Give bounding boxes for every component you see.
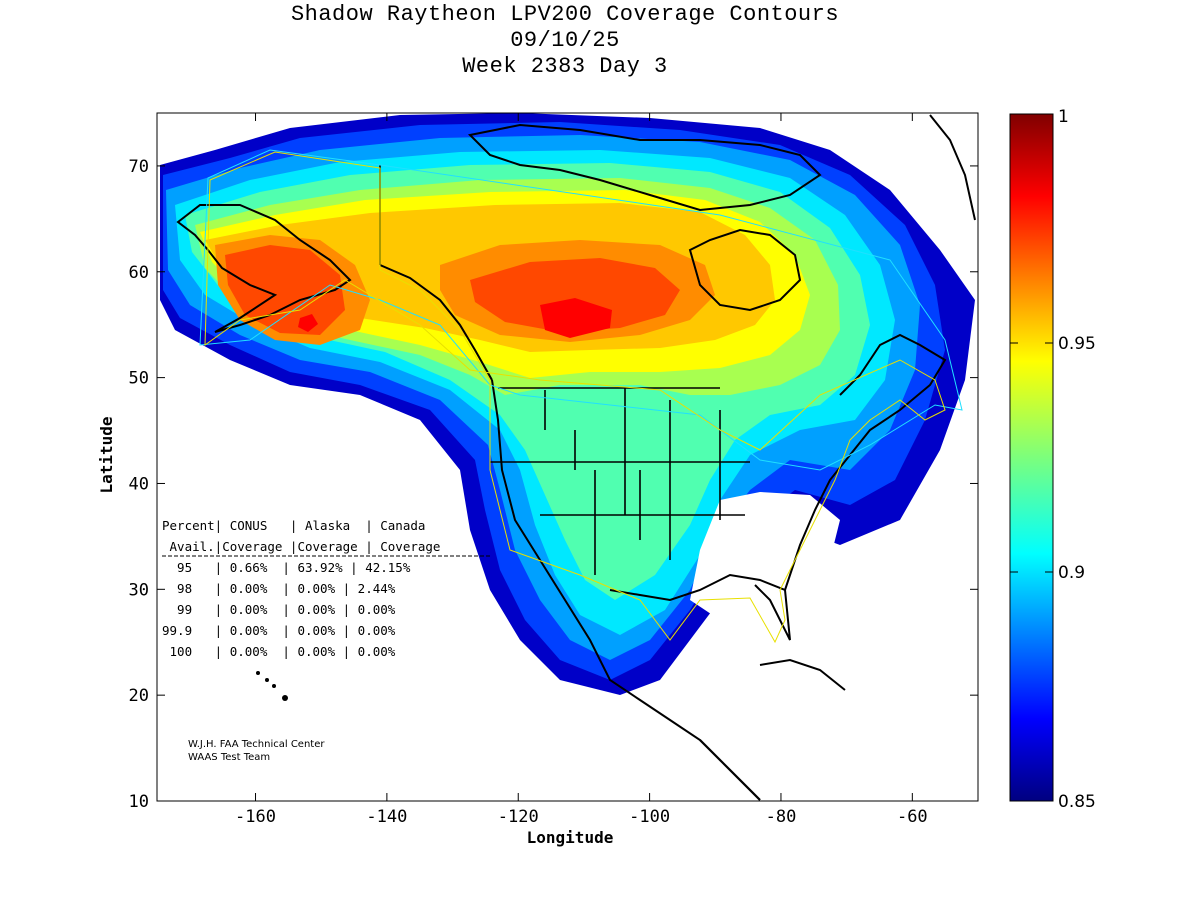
x-tick-label: -80 [766,807,797,827]
colorbar-tick-label: 0.9 [1058,563,1085,583]
alaska-panhandle [379,264,493,381]
y-tick-label: 70 [129,157,149,177]
cuba [759,658,846,691]
greenland-edge [929,114,976,221]
table-header-1: Percent| CONUS | Alaska | Canada [162,518,425,533]
atlantic-coast [784,333,947,591]
y-tick-label: 50 [129,369,149,389]
service-volume-cyan [199,149,963,471]
x-tick-label: -100 [629,807,670,827]
y-tick-label: 20 [129,686,149,706]
colorbar-ticks: 1 0.95 0.9 0.85 [1010,107,1096,812]
x-tick-label: -140 [366,807,407,827]
gulf-coast [609,573,791,641]
service-volumes [199,149,963,644]
colorbar [1009,113,1054,802]
y-tick-label: 40 [129,474,149,494]
hudson-bay [688,228,802,312]
colorbar-tick-label: 1 [1058,107,1069,127]
table-row: 95 | 0.66% | 63.92% | 42.15% [162,560,411,575]
coastlines [176,114,976,801]
credit-line-1: W.J.H. FAA Technical Center [188,739,325,750]
table-row: 98 | 0.00% | 0.00% | 2.44% [162,581,396,596]
plot-frame [156,112,979,802]
state-borders [379,165,750,575]
hawaii-islands [256,671,288,701]
x-tick-label: -160 [235,807,276,827]
coverage-table: Percent| CONUS | Alaska | Canada Avail.|… [162,518,490,659]
y-axis-ticks: 70 60 50 40 30 20 10 [129,157,978,812]
contour-0-98 [298,298,612,338]
central-america [699,739,761,801]
table-row: 99 | 0.00% | 0.00% | 0.00% [162,602,396,617]
colorbar-tick-label: 0.85 [1058,792,1096,812]
contour-southeast-white [690,492,840,620]
x-tick-label: -120 [498,807,539,827]
credit-line-2: WAAS Test Team [188,752,270,763]
x-axis-label: Longitude [527,828,614,847]
chart-date: 09/10/25 [510,28,620,53]
x-tick-label: -60 [897,807,928,827]
chart-title: Shadow Raytheon LPV200 Coverage Contours [290,2,840,27]
arctic-islands [467,123,822,212]
table-row: 99.9 | 0.00% | 0.00% | 0.00% [162,623,396,638]
table-header-2: Avail.|Coverage |Coverage | Coverage [162,539,440,554]
colorbar-tick-label: 0.95 [1058,334,1096,354]
x-axis-ticks: -160 -140 -120 -100 -80 -60 [235,113,928,827]
chart-week-day: Week 2383 Day 3 [462,54,668,79]
coverage-contours [160,113,975,695]
y-tick-label: 60 [129,263,149,283]
y-axis-label: Latitude [97,416,116,493]
y-tick-label: 10 [129,792,149,812]
service-volume-yellow [204,151,946,644]
table-row: 100 | 0.00% | 0.00% | 0.00% [162,644,396,659]
y-tick-label: 30 [129,580,149,600]
